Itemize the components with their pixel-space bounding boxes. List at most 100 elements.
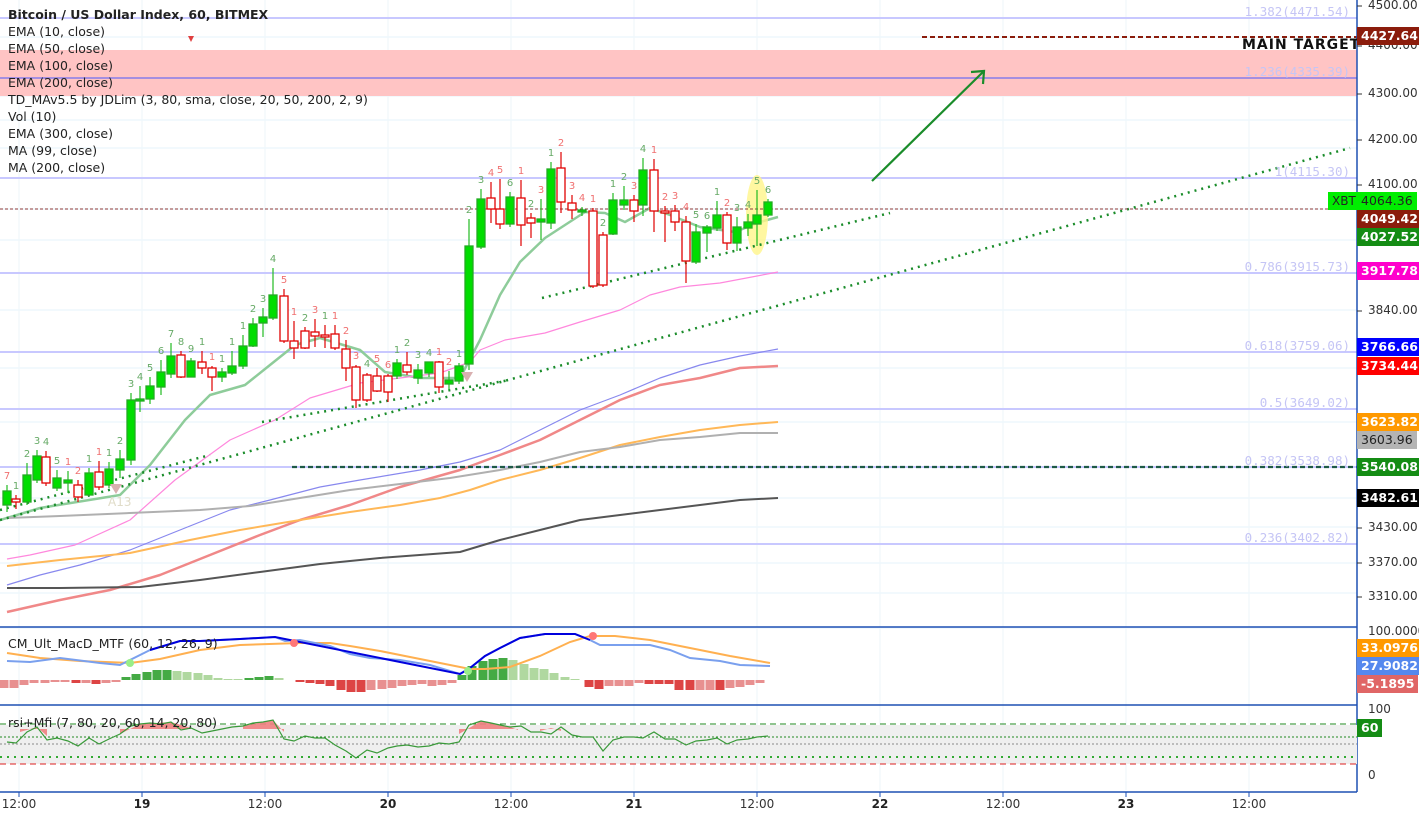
lower-support-dotted [0, 146, 1351, 522]
ma99-price: 3603.96 [1357, 431, 1417, 449]
macd-histogram-bar [71, 680, 81, 683]
indicator-ema300[interactable]: EMA (300, close) [8, 126, 113, 141]
rsi-overbought-fill [243, 720, 284, 732]
macd-histogram-bar [427, 680, 437, 686]
indicator-ema100[interactable]: EMA (100, close) [8, 58, 113, 73]
td-count-label: 6 [704, 211, 710, 222]
candle-up [608, 199, 618, 235]
time-axis-label: 21 [625, 797, 643, 811]
macd-axis-label: 100.0000 [1368, 624, 1419, 638]
candle-down [556, 167, 566, 203]
ma-line [6, 271, 779, 560]
indicator-ema50[interactable]: EMA (50, close) [8, 41, 106, 56]
td-count-label: 4 [364, 359, 370, 370]
time-axis-label: 19 [133, 797, 151, 811]
macd-histogram-bar [467, 666, 477, 680]
indicator-ma99[interactable]: MA (99, close) [8, 143, 98, 158]
ma-line [6, 348, 779, 586]
candle-up [217, 371, 227, 378]
macd-histogram-bar [244, 678, 254, 680]
td-count-label: 1 [548, 148, 554, 159]
macd-histogram-bar [336, 680, 346, 690]
mid-support-dotted [0, 453, 211, 512]
candle-down [402, 364, 412, 373]
fib-level-label: 0.236(3402.82) [1244, 530, 1350, 545]
rsi-pane-title[interactable]: rsi+Mfi (7, 80, 20, 60, 14, 20, 80) [8, 715, 218, 730]
macd-histogram-bar [457, 675, 467, 680]
td-count-label: 2 [724, 198, 730, 209]
candle-up [52, 477, 62, 489]
time-axis-label: 12:00 [739, 797, 775, 811]
macd-pane-title[interactable]: CM_Ult_MacD_MTF (60, 12, 26, 9) [8, 636, 218, 651]
price-axis-label: 4500.00 [1368, 0, 1418, 12]
ema300-price: 3623.82 [1357, 413, 1419, 431]
candle-down [176, 354, 186, 378]
macd-histogram-bar [29, 680, 39, 683]
td-count-label: 3 [312, 305, 318, 316]
macd-histogram-bar [40, 680, 50, 683]
indicator-ma200[interactable]: MA (200, close) [8, 160, 106, 175]
macd-histogram-bar [9, 680, 19, 688]
td-count-label: 2 [24, 449, 30, 460]
td-count-label: 1 [332, 311, 338, 322]
symbol-title[interactable]: Bitcoin / US Dollar Index, 60, BITMEX [8, 7, 269, 22]
td-count-label: 6 [507, 178, 513, 189]
indicator-ema200[interactable]: EMA (200, close) [8, 75, 113, 90]
td-count-label: 1 [651, 145, 657, 156]
support-price: 3540.08 [1357, 458, 1419, 476]
ma200-price: 3482.61 [1357, 489, 1419, 507]
indicator-vol[interactable]: Vol (10) [8, 109, 57, 124]
candle-down [320, 334, 330, 338]
candle-down [94, 471, 104, 488]
time-axis-label: 22 [871, 797, 889, 811]
macd-histogram-bar [182, 672, 192, 680]
candle-up [126, 399, 136, 461]
candle-up [135, 398, 145, 402]
macd-histogram-bar [315, 680, 325, 684]
price-axis-label: 4100.00 [1368, 177, 1418, 191]
td-count-label: 2 [343, 326, 349, 337]
td-count-label: 3 [353, 351, 359, 362]
indicator-td-ma[interactable]: TD_MAv5.5 by JDLim (3, 80, sma, close, 2… [8, 92, 368, 107]
td-count-label: 2 [302, 313, 308, 324]
candle-down [649, 169, 659, 212]
macd-cross-dot [589, 632, 597, 640]
candle-down [526, 217, 536, 224]
macd-histogram-bar [614, 680, 624, 686]
macd-histogram-bar [233, 679, 243, 680]
td-count-label: 3 [672, 191, 678, 202]
td-count-label: 5 [374, 354, 380, 365]
macd-histogram-bar [305, 680, 315, 683]
candle-up [546, 168, 556, 224]
td-count-label: 1 [96, 447, 102, 458]
candle-up [145, 385, 155, 400]
td-count-label: 1 [322, 311, 328, 322]
td-count-label: 4 [270, 254, 276, 265]
td-count-label: 1 [394, 345, 400, 356]
candle-up [84, 472, 94, 496]
candle-down [372, 375, 382, 392]
macd-value-tag: 27.9082 [1357, 657, 1419, 675]
candle-up [238, 345, 248, 367]
td-count-label: 1 [13, 481, 19, 492]
sell-setup-triangle-icon [110, 484, 122, 494]
macd-histogram-bar [325, 680, 335, 686]
candle-down [207, 367, 217, 378]
macd-histogram-bar [674, 680, 684, 690]
td-count-label: 1 [199, 337, 205, 348]
macd-histogram-bar [91, 680, 101, 684]
macd-histogram-bar [594, 680, 604, 689]
macd-histogram-bar [529, 668, 539, 680]
td-count-label: 1 [436, 347, 442, 358]
macd-histogram-bar [346, 680, 356, 692]
macd-histogram-bar [695, 680, 705, 690]
indicator-ema10[interactable]: EMA (10, close) [8, 24, 106, 39]
macd-histogram-bar [193, 673, 203, 680]
td-count-label: 9 [188, 344, 194, 355]
td-count-label: 5 [54, 456, 60, 467]
candle-up [732, 226, 742, 244]
macd-histogram-bar [366, 680, 376, 690]
macd-histogram-bar [508, 660, 518, 680]
